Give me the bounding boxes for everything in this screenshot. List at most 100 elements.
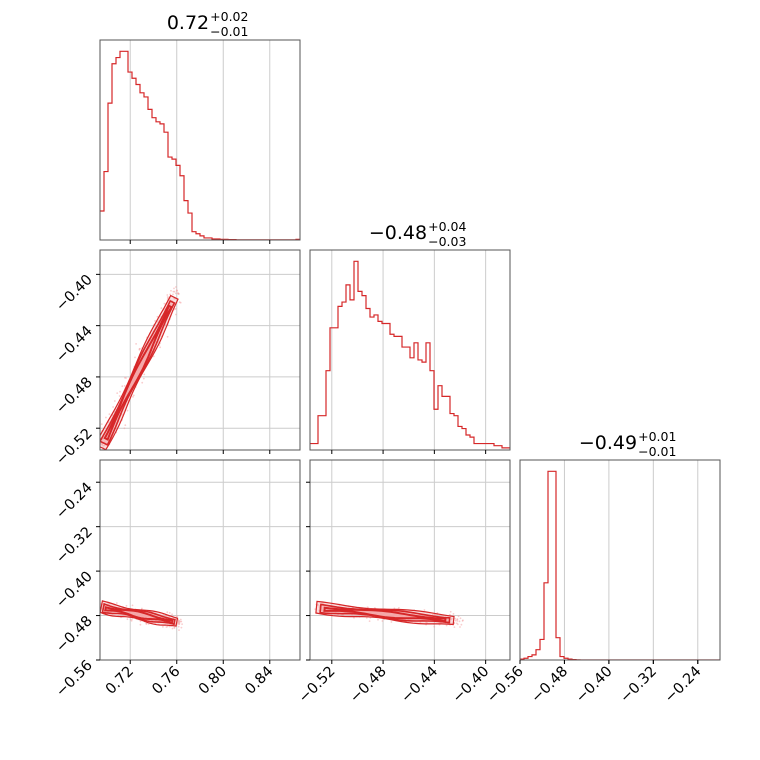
sample-point [126,409,129,412]
sample-point [101,444,104,446]
sample-point [433,625,436,628]
sample-point [145,622,148,625]
sample-point [454,617,457,620]
sample-point [178,293,180,295]
sample-point [163,302,166,305]
sample-point [97,609,99,611]
x-tick-label: −0.52 [296,664,339,707]
sample-point [154,320,157,322]
sample-point [166,297,169,300]
sample-point [143,373,146,376]
sample-point [131,604,134,607]
sample-point [445,624,448,627]
sample-point [141,607,143,610]
sample-point [460,623,463,626]
sample-point [398,607,400,609]
sample-point [134,356,136,359]
sample-point [457,615,460,618]
sample-point [454,619,457,622]
histogram-series-3 [520,470,720,660]
sample-point [449,610,452,613]
x-tick-label: −0.48 [529,664,572,707]
sample-point [176,615,179,617]
y-tick-label: −0.24 [53,480,96,523]
sample-point [425,621,427,624]
sample-point [456,618,459,621]
x-tick-label: −0.32 [617,664,660,707]
sample-point [132,396,134,398]
panel-frame [99,459,301,661]
panel-frame [309,249,511,451]
sample-point [108,603,110,605]
histogram-panel-2: −0.48 +0.04−0.03 [309,219,511,454]
sample-point [177,621,180,624]
sample-point [381,620,384,622]
y-tick-label: −0.56 [53,658,96,701]
sample-point [366,606,369,609]
sample-point [390,621,393,623]
sample-point [96,436,98,438]
sample-point [108,413,111,415]
panel-frame [309,459,511,661]
sample-point [105,416,107,419]
joint-data [97,600,184,631]
panel-frame [99,249,301,451]
sample-point [116,392,119,394]
sample-point [135,343,138,345]
histogram-panel-1: 0.72 +0.02−0.01 [99,9,301,244]
sample-point [123,427,126,430]
x-tick-label: −0.24 [662,664,705,707]
density-contour [103,606,174,625]
y-tick-label: −0.48 [53,613,96,656]
sample-point [179,301,182,304]
sample-point [181,623,184,625]
sample-point [118,395,121,397]
sample-point [162,626,164,628]
sample-point [166,294,169,296]
sample-point [93,443,95,445]
sample-point [175,286,177,288]
density-contour [103,304,173,441]
sample-point [132,394,135,397]
sample-point [173,287,175,290]
sample-point [423,609,426,611]
sample-point [142,377,145,380]
joint-panel-2 [97,459,301,661]
sample-point [100,423,103,425]
sample-point [180,626,183,629]
sample-point [165,626,168,628]
sample-point [456,620,459,622]
sample-point [179,620,182,623]
panel-title-median: −0.49 [579,432,637,454]
sample-point [450,618,453,621]
joint-panel-1 [93,249,301,455]
sample-point [121,385,124,388]
panel-frame [519,459,721,661]
sample-point [459,617,462,620]
x-tick-label: −0.40 [573,664,616,707]
sample-point [365,617,368,619]
panel-title-median: −0.48 [369,222,427,244]
sample-point [96,436,98,438]
sample-point [172,290,175,293]
sample-point [112,406,114,408]
sample-point [351,614,353,616]
sample-point [123,385,126,387]
sample-point [458,620,461,623]
sample-point [368,620,371,622]
sample-point [159,346,162,349]
x-tick-label: 0.72 [103,664,137,698]
sample-point [109,453,111,455]
sample-point [139,620,142,623]
x-tick-label: −0.40 [450,664,493,707]
sample-point [156,321,159,323]
sample-point [173,308,176,311]
x-tick-label: −0.48 [347,664,390,707]
joint-panel-3 [309,459,511,661]
sample-point [316,604,319,606]
sample-point [171,627,174,630]
sample-point [459,626,461,628]
density-contour [323,606,447,623]
x-tick-label: 0.84 [242,664,276,698]
